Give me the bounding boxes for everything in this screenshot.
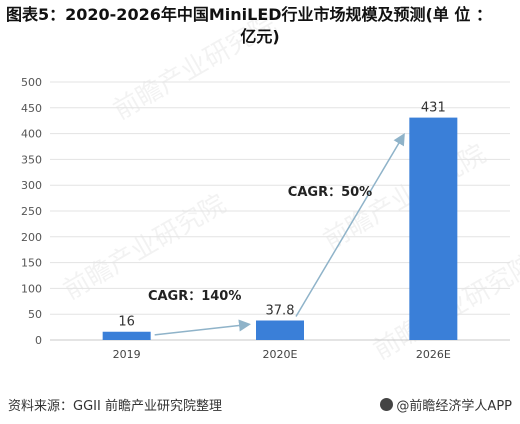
cagr-label: CAGR：50%	[288, 185, 372, 200]
y-tick-label: 350	[21, 153, 42, 166]
title-line-2: 亿元)	[240, 27, 280, 46]
cagr-arrow	[154, 319, 251, 336]
brand-credit: @前瞻经济学人APP	[380, 395, 512, 414]
brand-text: @前瞻经济学人APP	[396, 399, 512, 414]
y-tick-label: 300	[21, 179, 42, 192]
watermark-text: 前瞻产业研究院	[109, 9, 282, 126]
bar-value-label: 16	[118, 315, 135, 330]
y-tick-label: 500	[21, 76, 42, 89]
y-tick-label: 0	[35, 334, 42, 347]
title-line-1: 图表5：2020-2026年中国MiniLED行业市场规模及预测(单 位 ：	[6, 5, 492, 24]
y-tick-label: 450	[21, 102, 42, 115]
x-tick-label: 2026E	[416, 348, 451, 361]
x-tick-label: 2020E	[263, 348, 298, 361]
brand-logo-icon	[380, 398, 394, 411]
bar	[256, 320, 304, 340]
bar-value-label: 431	[421, 101, 446, 116]
x-tick-label: 2019	[113, 348, 141, 361]
source-note: 资料来源：GGII 前瞻产业研究院整理	[8, 399, 222, 414]
chart-title: 图表5：2020-2026年中国MiniLED行业市场规模及预测(单 位 ： 亿…	[6, 4, 514, 48]
y-tick-label: 400	[21, 128, 42, 141]
y-tick-label: 50	[28, 308, 42, 321]
bar	[102, 331, 151, 340]
bar-value-label: 37.8	[266, 303, 295, 318]
cagr-label: CAGR：140%	[148, 289, 241, 304]
y-tick-label: 150	[21, 257, 42, 270]
cagr-arrow	[295, 133, 405, 317]
bar	[409, 117, 458, 340]
y-tick-label: 200	[21, 231, 42, 244]
y-tick-label: 100	[21, 282, 42, 295]
y-tick-label: 250	[21, 205, 42, 218]
